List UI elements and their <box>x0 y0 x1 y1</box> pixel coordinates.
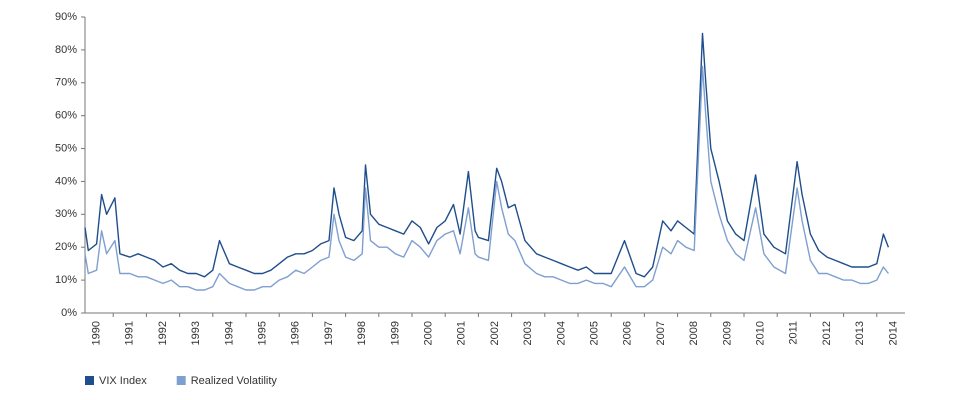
x-tick-label: 2012 <box>821 321 833 345</box>
legend-swatch <box>176 376 186 385</box>
x-tick-label: 2007 <box>655 321 667 345</box>
y-tick-label: 80% <box>55 44 77 56</box>
x-tick-label: 2010 <box>754 321 766 345</box>
x-tick-label: 1997 <box>323 321 335 345</box>
x-tick-label: 1998 <box>356 321 368 345</box>
y-tick-label: 20% <box>55 241 77 253</box>
x-tick-label: 2000 <box>423 321 435 345</box>
x-tick-label: 2002 <box>489 321 501 345</box>
y-tick-label: 90% <box>55 11 77 23</box>
x-tick-label: 2006 <box>622 321 634 345</box>
x-tick-label: 1995 <box>257 321 269 345</box>
x-tick-label: 2001 <box>456 321 468 345</box>
x-tick-label: 2005 <box>589 321 601 345</box>
y-tick-label: 70% <box>55 77 77 89</box>
legend-swatch <box>85 376 94 385</box>
x-tick-label: 1996 <box>290 321 302 345</box>
y-tick-label: 40% <box>55 175 77 187</box>
x-tick-label: 2009 <box>721 321 733 345</box>
x-tick-label: 2003 <box>522 321 534 345</box>
x-tick-label: 1994 <box>223 321 235 345</box>
series-line <box>84 65 889 291</box>
x-tick-label: 2004 <box>555 321 567 345</box>
x-tick-label: 1991 <box>124 321 136 345</box>
series-line <box>84 32 890 278</box>
y-tick-label: 60% <box>55 110 77 122</box>
y-tick-label: 50% <box>55 142 77 154</box>
y-tick-label: 10% <box>55 274 77 286</box>
x-tick-label: 1993 <box>190 321 202 345</box>
x-tick-label: 1990 <box>91 321 103 345</box>
y-tick-label: 0% <box>61 307 77 319</box>
legend-label: VIX Index <box>99 375 147 387</box>
x-tick-label: 2014 <box>887 321 899 345</box>
x-tick-label: 2008 <box>688 321 700 345</box>
x-tick-label: 1999 <box>389 321 401 345</box>
x-tick-label: 1992 <box>157 321 169 345</box>
y-tick-label: 30% <box>55 208 77 220</box>
x-tick-label: 2013 <box>854 321 866 345</box>
x-tick-label: 2011 <box>788 321 800 345</box>
legend-label: Realized Volatility <box>191 375 278 387</box>
